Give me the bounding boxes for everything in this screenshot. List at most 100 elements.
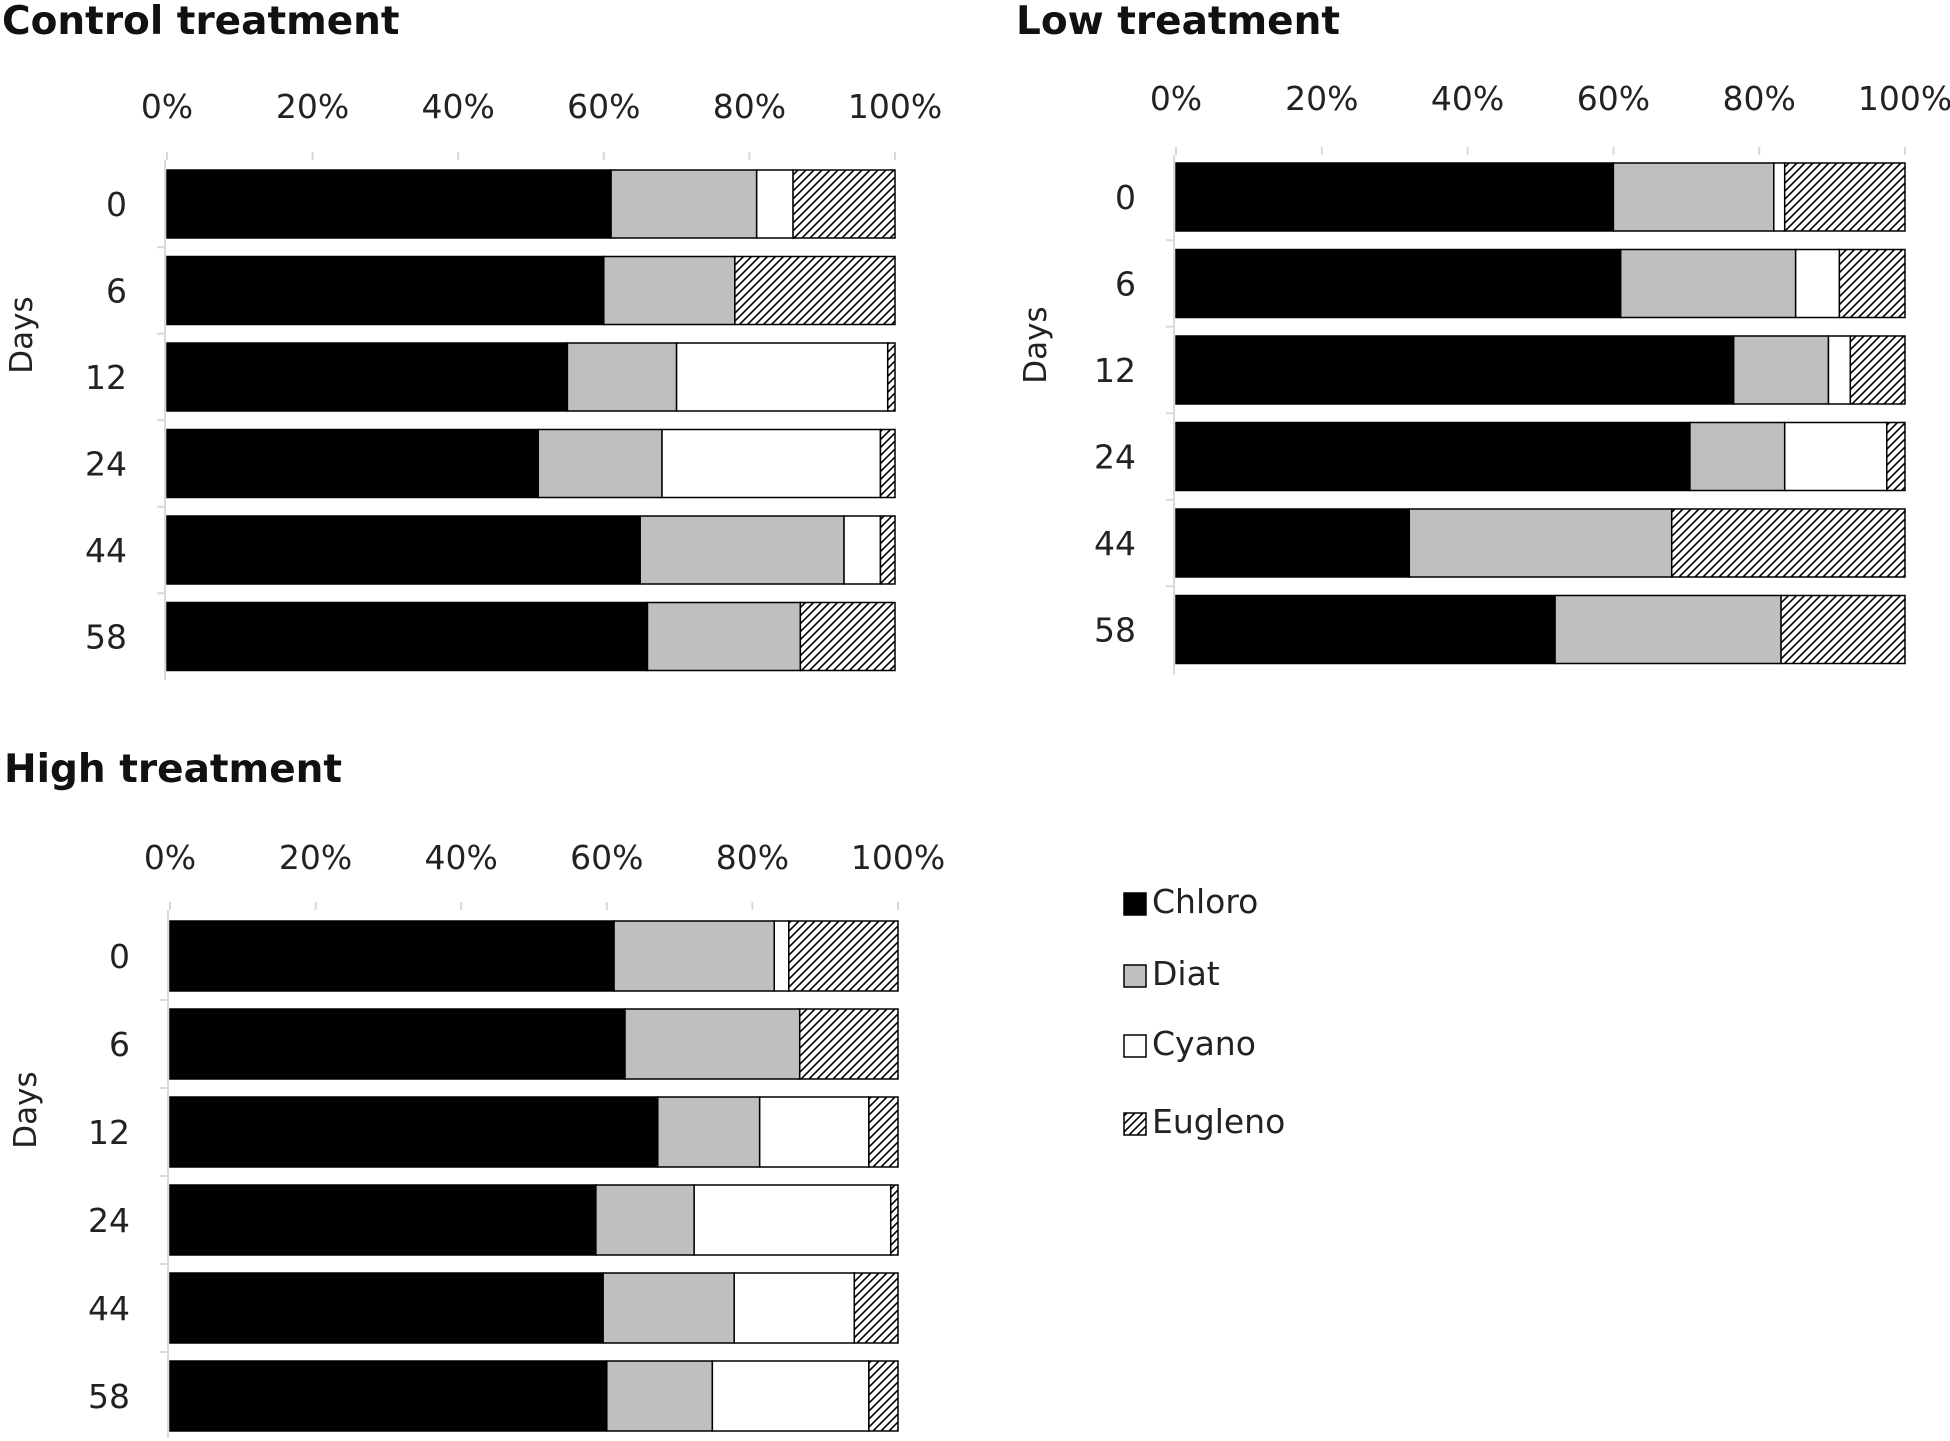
bar-segment-eugleno-day-6	[798, 1008, 899, 1080]
legend-label-cyano: Cyano	[1152, 1024, 1256, 1063]
bar-segment-eugleno-day-44	[1670, 508, 1906, 578]
bar-segment-chloro-day-6	[169, 1008, 626, 1080]
panel-title-control: Control treatment	[2, 0, 400, 44]
bar-segment-diat-day-12	[657, 1096, 761, 1168]
x-tick-label: 40%	[422, 87, 495, 126]
bar-segment-diat-day-44	[602, 1272, 735, 1344]
category-label: 24	[1094, 438, 1136, 477]
bar-segment-eugleno-day-12	[1849, 335, 1906, 405]
bar-segment-chloro-day-58	[166, 601, 649, 672]
category-label: 6	[109, 1025, 130, 1064]
bar-segment-diat-day-6	[1619, 248, 1797, 319]
bar-segment-diat-day-24	[537, 428, 663, 499]
category-label: 44	[1094, 524, 1136, 563]
legend: Chloro Diat Cyano Eugleno	[1123, 882, 1285, 1141]
bar-segment-chloro-day-12	[166, 342, 569, 412]
bar-segment-eugleno-day-24	[1886, 421, 1906, 492]
bar-segment-diat-day-6	[624, 1008, 801, 1080]
bar-segment-chloro-day-0	[166, 169, 612, 239]
bar-segment-chloro-day-58	[1175, 594, 1556, 665]
bar-segment-diat-day-44	[1408, 508, 1673, 578]
bar-segment-chloro-day-6	[166, 255, 605, 326]
bar-segment-diat-day-0	[1612, 162, 1775, 232]
x-tick-label: 100%	[1858, 79, 1950, 118]
bar-segment-diat-day-44	[639, 515, 845, 585]
legend-label-eugleno: Eugleno	[1152, 1102, 1285, 1141]
category-label: 0	[106, 185, 127, 224]
bar-segment-chloro-day-44	[166, 515, 641, 585]
x-tick-label: 20%	[279, 838, 352, 877]
x-tick-label: 20%	[1285, 79, 1358, 118]
bar-segment-diat-day-24	[595, 1184, 695, 1256]
bar-segment-eugleno-day-6	[734, 255, 896, 326]
x-tick-label: 80%	[716, 838, 789, 877]
x-tick-label: 60%	[567, 87, 640, 126]
x-tick-label: 0%	[141, 87, 193, 126]
x-tick-label: 80%	[713, 87, 786, 126]
panel-title-high: High treatment	[4, 747, 342, 792]
chart-panel-high: 0% 20% 40% 60% 80% 100% Days 0 6 12 24 44 58	[8, 838, 945, 1438]
x-tick-label: 40%	[425, 838, 498, 877]
bar-segment-chloro-day-0	[169, 920, 615, 992]
bar-segment-diat-day-58	[606, 1360, 714, 1432]
legend-swatch-eugleno	[1123, 1112, 1147, 1136]
bar-segment-diat-day-0	[610, 169, 758, 239]
bar-segment-cyano-day-6	[1794, 248, 1841, 319]
y-axis-label: Days	[1018, 306, 1054, 383]
legend-swatch-diat	[1123, 964, 1147, 988]
bar-segment-eugleno-day-24	[879, 428, 896, 499]
bar-segment-eugleno-day-58	[799, 601, 896, 672]
category-label: 24	[85, 445, 127, 484]
category-label: 6	[1115, 265, 1136, 304]
bar-segment-diat-day-24	[1689, 421, 1786, 492]
bar-segment-diat-day-6	[603, 255, 736, 326]
bar-segment-chloro-day-24	[1175, 421, 1691, 492]
bar-segment-cyano-day-12	[758, 1096, 870, 1168]
x-tick-label: 20%	[276, 87, 349, 126]
bar-segment-cyano-day-12	[675, 342, 889, 412]
bar-segment-eugleno-day-0	[1783, 162, 1906, 232]
category-label: 0	[1115, 178, 1136, 217]
bar-segment-diat-day-58	[646, 601, 802, 672]
x-tick-label: 60%	[1577, 79, 1650, 118]
bar-segment-diat-day-0	[613, 920, 775, 992]
legend-swatch-cyano	[1123, 1034, 1147, 1058]
category-label: 58	[1094, 611, 1136, 650]
bar-segment-eugleno-day-58	[868, 1360, 899, 1432]
legend-swatch-chloro	[1123, 892, 1147, 916]
bar-segment-cyano-day-0	[773, 920, 790, 992]
bar-segment-chloro-day-44	[1175, 508, 1411, 578]
x-tick-label: 0%	[144, 838, 196, 877]
bar-segment-eugleno-day-0	[788, 920, 899, 992]
x-tick-label: 40%	[1431, 79, 1504, 118]
bar-segment-eugleno-day-12	[868, 1096, 899, 1168]
bar-segment-chloro-day-44	[169, 1272, 604, 1344]
category-label: 44	[88, 1289, 130, 1328]
bar-segment-eugleno-day-58	[1780, 594, 1906, 665]
x-tick-label: 100%	[851, 838, 945, 877]
category-label: 12	[88, 1113, 130, 1152]
x-tick-label: 0%	[1150, 79, 1202, 118]
x-tick-label: 80%	[1723, 79, 1796, 118]
bar-segment-chloro-day-0	[1175, 162, 1615, 232]
bar-segment-eugleno-day-44	[853, 1272, 899, 1344]
panel-title-low: Low treatment	[1016, 0, 1340, 44]
category-label: 0	[109, 937, 130, 976]
chart-panel-control: 0% 20% 40% 60% 80% 100% Days 0 6 12 24 44 58	[4, 87, 942, 680]
chart-panel-low: 0% 20% 40% 60% 80% 100% Days 0 6 12 24 44 58	[1018, 79, 1950, 675]
bar-segment-diat-day-12	[1732, 335, 1830, 405]
bar-segment-chloro-day-12	[169, 1096, 659, 1168]
category-label: 44	[85, 531, 127, 570]
y-axis-label: Days	[8, 1071, 44, 1148]
bar-segment-cyano-day-58	[711, 1360, 870, 1432]
category-label: 58	[85, 618, 127, 657]
y-axis-label: Days	[4, 296, 40, 373]
bar-segment-diat-day-12	[566, 342, 678, 412]
bar-segment-chloro-day-24	[169, 1184, 597, 1256]
bar-segment-eugleno-day-44	[879, 515, 896, 585]
bar-segment-eugleno-day-6	[1838, 248, 1906, 319]
bar-segment-cyano-day-44	[733, 1272, 856, 1344]
legend-label-diat: Diat	[1152, 954, 1220, 993]
x-tick-label: 60%	[570, 838, 643, 877]
